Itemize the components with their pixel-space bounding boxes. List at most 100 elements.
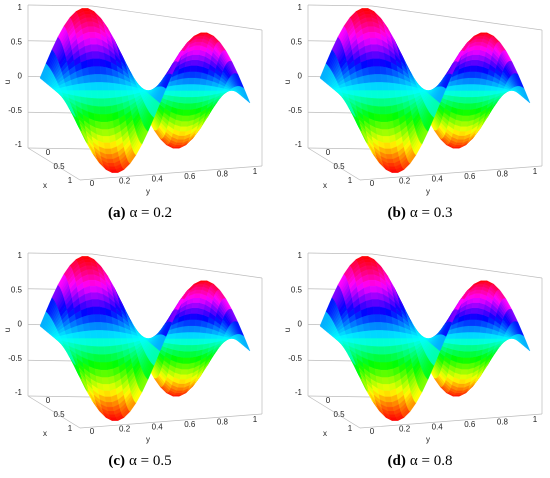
x-tick-label: 0 bbox=[46, 396, 51, 405]
surface-patch bbox=[365, 51, 374, 61]
surface-patch bbox=[104, 353, 113, 363]
surface-patch bbox=[367, 314, 376, 324]
y-tick-label: 0.8 bbox=[497, 170, 509, 179]
surface-patch bbox=[192, 331, 201, 339]
y-tick-label: 0 bbox=[370, 179, 375, 188]
x-tick-label: 1 bbox=[348, 424, 353, 433]
surface-patch bbox=[176, 356, 185, 364]
x-tick-label: 1 bbox=[68, 176, 73, 185]
y-tick-label: 0.4 bbox=[152, 422, 164, 431]
surface-patch bbox=[385, 361, 394, 371]
surface-patch bbox=[114, 90, 123, 98]
surface-patch bbox=[109, 97, 118, 107]
surface-patch bbox=[102, 90, 111, 99]
y-axis-label: y bbox=[426, 435, 430, 444]
z-tick-label: 0.5 bbox=[291, 37, 303, 46]
surface-patch bbox=[368, 322, 377, 331]
z-tick-label: 0.5 bbox=[11, 37, 23, 46]
surface-patch bbox=[452, 343, 461, 351]
axis-box-line bbox=[27, 395, 81, 429]
surface-patch bbox=[366, 306, 375, 316]
x-tick-label: 0 bbox=[326, 396, 331, 405]
axis-box-line bbox=[91, 5, 263, 31]
surface-patch bbox=[362, 322, 371, 332]
y-tick-label: 0.8 bbox=[217, 170, 229, 179]
caption-text: α = 0.3 bbox=[410, 205, 453, 221]
z-axis-label: u bbox=[3, 328, 12, 332]
surface-patch bbox=[86, 58, 95, 68]
surface-patch bbox=[368, 74, 377, 83]
x-axis-label: x bbox=[43, 429, 47, 438]
surface-patch bbox=[103, 346, 112, 355]
wall-grid-line bbox=[307, 147, 373, 150]
y-axis-label: y bbox=[146, 187, 150, 196]
surface-patch bbox=[82, 322, 91, 332]
y-tick-label: 0.2 bbox=[399, 177, 411, 186]
surface-patch bbox=[382, 90, 391, 99]
y-tick-label: 0.6 bbox=[464, 172, 476, 181]
axis-box-line bbox=[27, 147, 81, 181]
x-tick-label: 1 bbox=[68, 424, 73, 433]
x-tick-label: 1 bbox=[348, 176, 353, 185]
surface-patch bbox=[361, 67, 370, 77]
axis-box-line bbox=[307, 252, 373, 255]
surface-patch bbox=[385, 113, 394, 123]
z-tick-label: 1 bbox=[298, 251, 303, 260]
y-tick-label: 0.2 bbox=[399, 425, 411, 434]
surface-patch bbox=[457, 102, 466, 110]
z-tick-label: 1 bbox=[18, 3, 23, 12]
z-axis-label: u bbox=[3, 80, 12, 84]
surface-patch bbox=[86, 306, 95, 316]
axis-box-line bbox=[79, 413, 263, 429]
caption-text: α = 0.5 bbox=[129, 453, 172, 469]
axis-box-line bbox=[307, 395, 361, 429]
caption: (d) α = 0.8 bbox=[388, 453, 453, 469]
surface-patch bbox=[108, 338, 117, 347]
y-axis-label: y bbox=[426, 187, 430, 196]
surface-patch bbox=[194, 319, 203, 327]
surface-patch bbox=[177, 102, 186, 110]
x-tick-label: 0.5 bbox=[333, 162, 345, 171]
surface-patch bbox=[382, 338, 391, 347]
wall-grid-line bbox=[307, 395, 373, 398]
surface-patch bbox=[478, 332, 487, 339]
axis-box-line bbox=[91, 253, 263, 279]
x-tick-label: 0.5 bbox=[333, 410, 345, 419]
surface-patch bbox=[362, 74, 371, 84]
surface-patch bbox=[474, 319, 483, 327]
y-tick-label: 0 bbox=[370, 427, 375, 436]
surface-patch bbox=[108, 90, 117, 99]
surface-patch bbox=[388, 90, 397, 99]
z-tick-label: -0.5 bbox=[8, 354, 22, 363]
z-tick-label: 0 bbox=[18, 320, 23, 329]
x-tick-label: 0 bbox=[46, 148, 51, 157]
z-tick-label: 1 bbox=[298, 3, 303, 12]
y-tick-label: 0.2 bbox=[119, 425, 131, 434]
y-tick-label: 0.6 bbox=[464, 420, 476, 429]
z-tick-label: 0 bbox=[298, 320, 303, 329]
z-tick-label: 0.5 bbox=[291, 285, 303, 294]
surface-patch bbox=[456, 108, 465, 116]
axis-box-line bbox=[27, 4, 93, 7]
surface-patch bbox=[361, 315, 370, 325]
z-tick-label: 1 bbox=[18, 251, 23, 260]
y-tick-label: 1 bbox=[533, 415, 538, 424]
surface-patch bbox=[478, 84, 487, 91]
surface-patch bbox=[389, 97, 398, 107]
surface-patch bbox=[388, 338, 397, 347]
surface-patch bbox=[193, 325, 202, 333]
surface-patch bbox=[473, 325, 482, 333]
surface-patch bbox=[114, 338, 123, 346]
surface-patch bbox=[472, 331, 481, 339]
surface-patch bbox=[522, 87, 531, 104]
axis-box-line bbox=[307, 147, 361, 181]
surface-patch bbox=[105, 113, 114, 123]
surface-patch bbox=[81, 67, 90, 77]
axis-box-line bbox=[359, 413, 543, 429]
y-tick-label: 0 bbox=[90, 179, 95, 188]
surface-patch bbox=[383, 98, 392, 107]
x-tick-label: 0.5 bbox=[53, 162, 65, 171]
